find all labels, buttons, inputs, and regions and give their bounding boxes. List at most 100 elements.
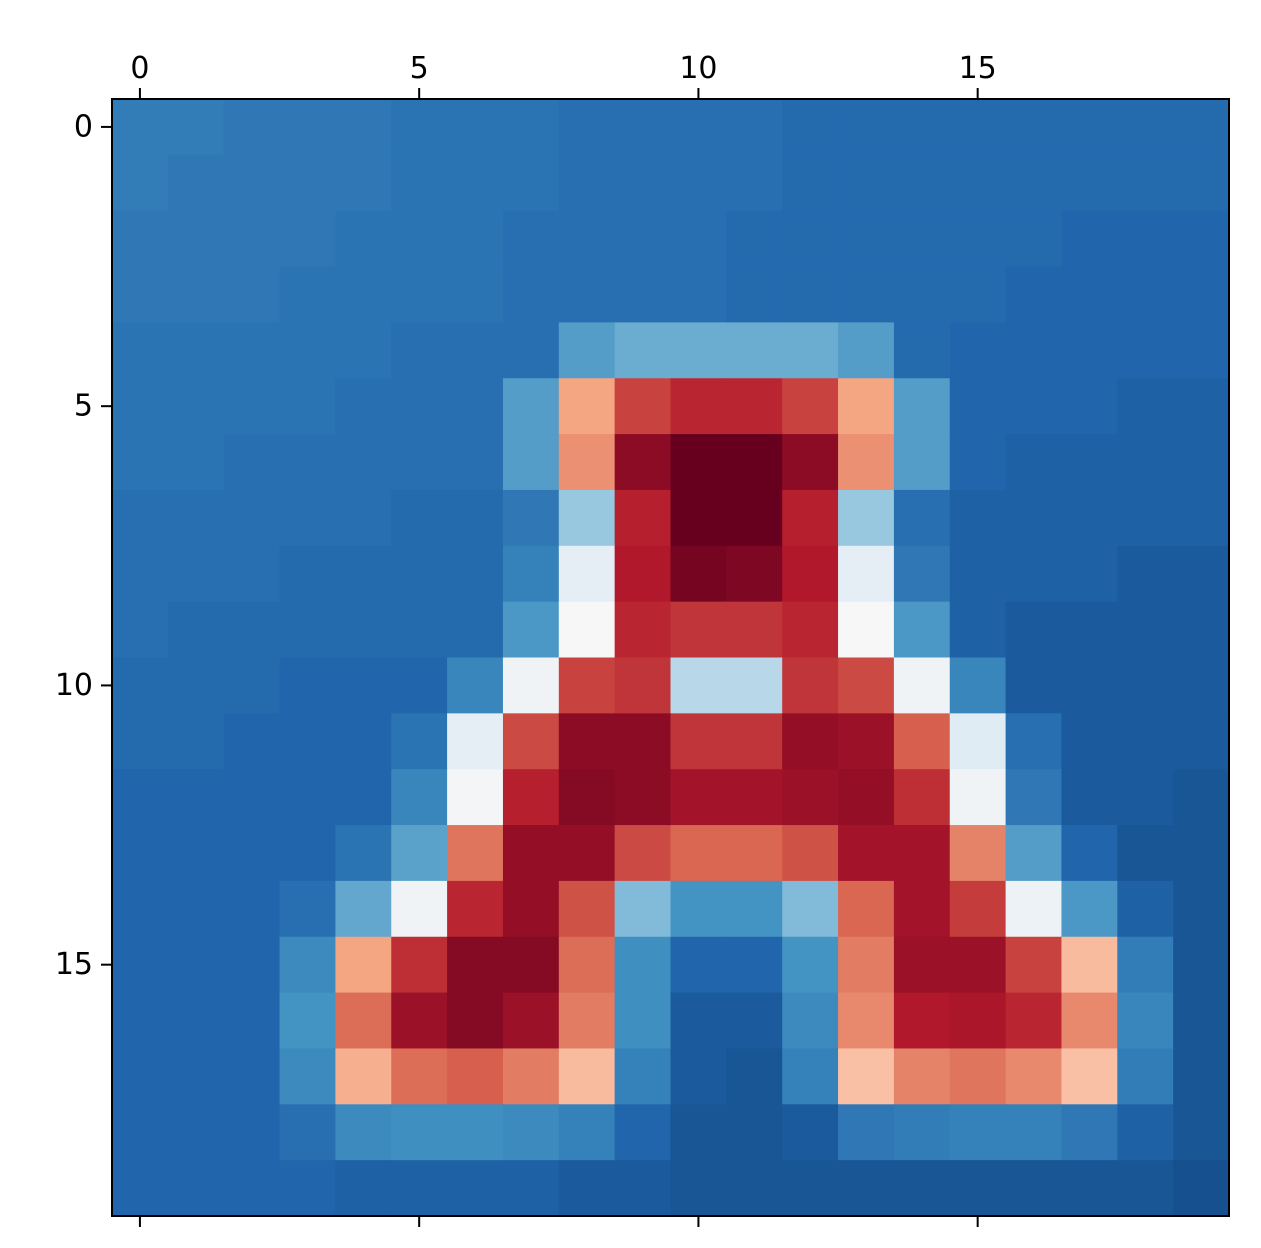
- heatmap-cell-r17-c17: [1061, 1048, 1117, 1104]
- heatmap-cell-r7-c2: [224, 490, 280, 546]
- heatmap-cell-r16-c16: [1006, 993, 1062, 1049]
- heatmap-cell-r15-c11: [726, 937, 782, 993]
- heatmap-cell-r8-c4: [335, 546, 391, 602]
- heatmap-cell-r5-c9: [615, 378, 671, 434]
- heatmap-cell-r6-c7: [503, 434, 559, 490]
- heatmap-cell-r2-c1: [168, 211, 224, 267]
- heatmap-cell-r5-c11: [726, 378, 782, 434]
- heatmap-cell-r10-c16: [1006, 658, 1062, 714]
- heatmap-cell-r18-c11: [726, 1104, 782, 1160]
- heatmap-cell-r19-c19: [1173, 1160, 1229, 1216]
- heatmap-cell-r11-c11: [726, 713, 782, 769]
- heatmap-cell-r15-c12: [782, 937, 838, 993]
- heatmap-cell-r7-c10: [671, 490, 727, 546]
- heatmap-cell-r13-c3: [280, 825, 336, 881]
- heatmap-cell-r9-c15: [950, 602, 1006, 658]
- heatmap-cell-r7-c4: [335, 490, 391, 546]
- heatmap-cell-r8-c8: [559, 546, 615, 602]
- heatmap-cell-r5-c3: [280, 378, 336, 434]
- heatmap-cell-r4-c4: [335, 322, 391, 378]
- heatmap-cell-r2-c10: [671, 211, 727, 267]
- heatmap-cell-r14-c19: [1173, 881, 1229, 937]
- heatmap-cell-r12-c1: [168, 769, 224, 825]
- heatmap-cell-r12-c10: [671, 769, 727, 825]
- heatmap-cell-r7-c3: [280, 490, 336, 546]
- heatmap-cell-r8-c2: [224, 546, 280, 602]
- heatmap-cell-r14-c5: [391, 881, 447, 937]
- heatmap-cell-r6-c5: [391, 434, 447, 490]
- heatmap-cell-r15-c6: [447, 937, 503, 993]
- heatmap-cell-r17-c9: [615, 1048, 671, 1104]
- heatmap-cell-r17-c4: [335, 1048, 391, 1104]
- heatmap-cell-r10-c3: [280, 658, 336, 714]
- heatmap-cell-r15-c2: [224, 937, 280, 993]
- heatmap-cell-r1-c14: [894, 155, 950, 211]
- heatmap-cell-r4-c13: [838, 322, 894, 378]
- heatmap-cell-r17-c8: [559, 1048, 615, 1104]
- heatmap-cell-r5-c18: [1117, 378, 1173, 434]
- heatmap-cell-r1-c12: [782, 155, 838, 211]
- heatmap-cell-r19-c10: [671, 1160, 727, 1216]
- heatmap-cell-r6-c3: [280, 434, 336, 490]
- heatmap-cell-r14-c6: [447, 881, 503, 937]
- heatmap-cell-r8-c7: [503, 546, 559, 602]
- heatmap-cell-r9-c19: [1173, 602, 1229, 658]
- heatmap-cell-r19-c4: [335, 1160, 391, 1216]
- heatmap-cell-r11-c0: [112, 713, 168, 769]
- heatmap-cell-r9-c17: [1061, 602, 1117, 658]
- heatmap-cell-r17-c11: [726, 1048, 782, 1104]
- heatmap-cell-r6-c8: [559, 434, 615, 490]
- heatmap-cell-r5-c16: [1006, 378, 1062, 434]
- heatmap-cell-r17-c13: [838, 1048, 894, 1104]
- heatmap-cell-r10-c2: [224, 658, 280, 714]
- heatmap-cell-r17-c7: [503, 1048, 559, 1104]
- heatmap-cell-r13-c17: [1061, 825, 1117, 881]
- heatmap-cell-r5-c14: [894, 378, 950, 434]
- heatmap-cell-r1-c5: [391, 155, 447, 211]
- heatmap-cell-r11-c17: [1061, 713, 1117, 769]
- heatmap-cell-r18-c10: [671, 1104, 727, 1160]
- heatmap-cell-r3-c9: [615, 267, 671, 323]
- heatmap-cell-r5-c6: [447, 378, 503, 434]
- heatmap-cell-r1-c15: [950, 155, 1006, 211]
- heatmap-cell-r16-c3: [280, 993, 336, 1049]
- heatmap-cell-r3-c13: [838, 267, 894, 323]
- heatmap-cell-r9-c1: [168, 602, 224, 658]
- heatmap-cell-r3-c18: [1117, 267, 1173, 323]
- heatmap-cell-r6-c1: [168, 434, 224, 490]
- heatmap-cell-r4-c2: [224, 322, 280, 378]
- heatmap-cell-r5-c13: [838, 378, 894, 434]
- heatmap-cell-r12-c5: [391, 769, 447, 825]
- heatmap-cell-r1-c2: [224, 155, 280, 211]
- heatmap-cell-r8-c6: [447, 546, 503, 602]
- heatmap-cell-r17-c10: [671, 1048, 727, 1104]
- heatmap-cell-r17-c2: [224, 1048, 280, 1104]
- heatmap-cell-r3-c14: [894, 267, 950, 323]
- heatmap-cell-r2-c13: [838, 211, 894, 267]
- y-tick-label-5: 5: [74, 389, 93, 424]
- heatmap-cell-r11-c5: [391, 713, 447, 769]
- heatmap-cell-r14-c18: [1117, 881, 1173, 937]
- heatmap-cell-r0-c17: [1061, 99, 1117, 155]
- heatmap-cell-r2-c6: [447, 211, 503, 267]
- heatmap-cell-r19-c5: [391, 1160, 447, 1216]
- heatmap-cell-r3-c12: [782, 267, 838, 323]
- heatmap-cell-r11-c6: [447, 713, 503, 769]
- heatmap-cell-r14-c15: [950, 881, 1006, 937]
- heatmap-cell-r14-c0: [112, 881, 168, 937]
- heatmap-cell-r4-c18: [1117, 322, 1173, 378]
- heatmap-cell-r6-c6: [447, 434, 503, 490]
- heatmap-cell-r15-c8: [559, 937, 615, 993]
- heatmap-cell-r13-c15: [950, 825, 1006, 881]
- heatmap-cell-r0-c6: [447, 99, 503, 155]
- heatmap-cell-r4-c7: [503, 322, 559, 378]
- heatmap-cell-r17-c16: [1006, 1048, 1062, 1104]
- heatmap-cell-r7-c12: [782, 490, 838, 546]
- heatmap-cell-r7-c15: [950, 490, 1006, 546]
- heatmap-cell-r1-c0: [112, 155, 168, 211]
- x-tick-label-10: 10: [679, 51, 717, 86]
- x-tick-label-15: 15: [959, 51, 997, 86]
- heatmap-cell-r0-c10: [671, 99, 727, 155]
- heatmap-cell-r18-c1: [168, 1104, 224, 1160]
- heatmap-cell-r16-c0: [112, 993, 168, 1049]
